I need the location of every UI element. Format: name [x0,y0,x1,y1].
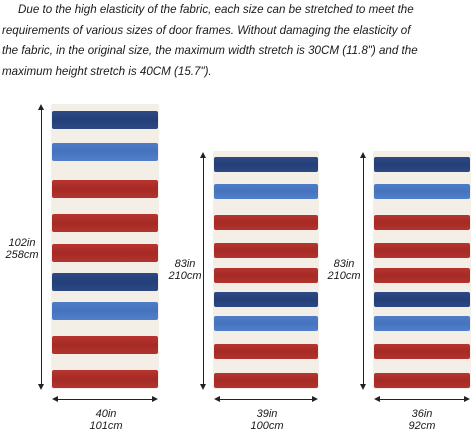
stripe-red [214,243,318,258]
description-text: Due to the high elasticity of the fabric… [2,0,474,82]
height-centimeters: 210cm [327,270,361,282]
height-inches: 83in [174,258,196,270]
height-centimeters: 258cm [5,249,39,261]
description-line-2: requirements of various sizes of door fr… [2,23,411,37]
curtain-panel-large [52,105,158,388]
description-line-3: the fabric, in the original size, the ma… [2,44,418,57]
arrow-right-icon [312,396,318,402]
width-label-medium: 39in 100cm [242,408,292,432]
description-line-1: Due to the high elasticity of the fabric… [18,3,414,16]
stripe-red [374,268,470,283]
curtain-panel-medium [214,152,318,388]
stripe-blue [214,184,318,199]
stripe-red [214,373,318,388]
width-centimeters: 92cm [408,420,436,432]
stripe-navy [214,292,318,307]
stripe-blue [52,143,158,161]
width-label-small: 36in 92cm [400,408,444,432]
height-label-medium: 83in 210cm [165,258,205,282]
height-arrow-medium [203,154,204,388]
width-arrow-small [376,399,468,400]
arrow-right-icon [464,396,470,402]
stripe-red [52,180,158,198]
width-arrow-large [54,399,156,400]
curtain-panel-small [374,152,470,388]
height-centimeters: 210cm [168,270,202,282]
height-label-small: 83in 210cm [324,258,364,282]
stripe-red [374,243,470,258]
stripe-red [214,268,318,283]
height-arrow-small [363,154,364,388]
width-arrow-medium [216,399,316,400]
arrow-down-icon [38,384,44,390]
arrow-down-icon [200,384,206,390]
stripe-red [214,344,318,359]
description-line-4: maximum height stretch is 40CM (15.7"). [2,64,212,78]
stripe-red [52,214,158,232]
arrow-left-icon [214,396,220,402]
stripe-blue [374,184,470,199]
stripe-red [374,215,470,230]
arrow-up-icon [200,152,206,158]
stripe-red [52,370,158,388]
width-label-large: 40in 101cm [84,408,128,432]
arrow-up-icon [360,152,366,158]
arrow-down-icon [360,384,366,390]
stripe-navy [374,157,470,172]
width-inches: 39in [256,408,278,420]
stripe-blue [374,316,470,331]
stripe-red [52,336,158,354]
arrow-left-icon [374,396,380,402]
arrow-left-icon [52,396,58,402]
width-inches: 40in [95,408,117,420]
width-centimeters: 101cm [89,420,123,432]
arrow-right-icon [152,396,158,402]
height-label-large: 102in 258cm [2,237,42,261]
stripe-red [374,373,470,388]
height-arrow-large [41,106,42,388]
arrow-up-icon [38,104,44,110]
stripe-blue [52,302,158,320]
stripe-navy [52,273,158,291]
stripe-red [52,244,158,262]
height-inches: 83in [333,258,355,270]
stripe-navy [214,157,318,172]
height-inches: 102in [8,237,36,249]
stripe-navy [52,111,158,129]
width-inches: 36in [411,408,433,420]
stripe-blue [214,316,318,331]
stripe-navy [374,292,470,307]
stripe-red [214,215,318,230]
width-centimeters: 100cm [250,420,284,432]
stripe-red [374,344,470,359]
